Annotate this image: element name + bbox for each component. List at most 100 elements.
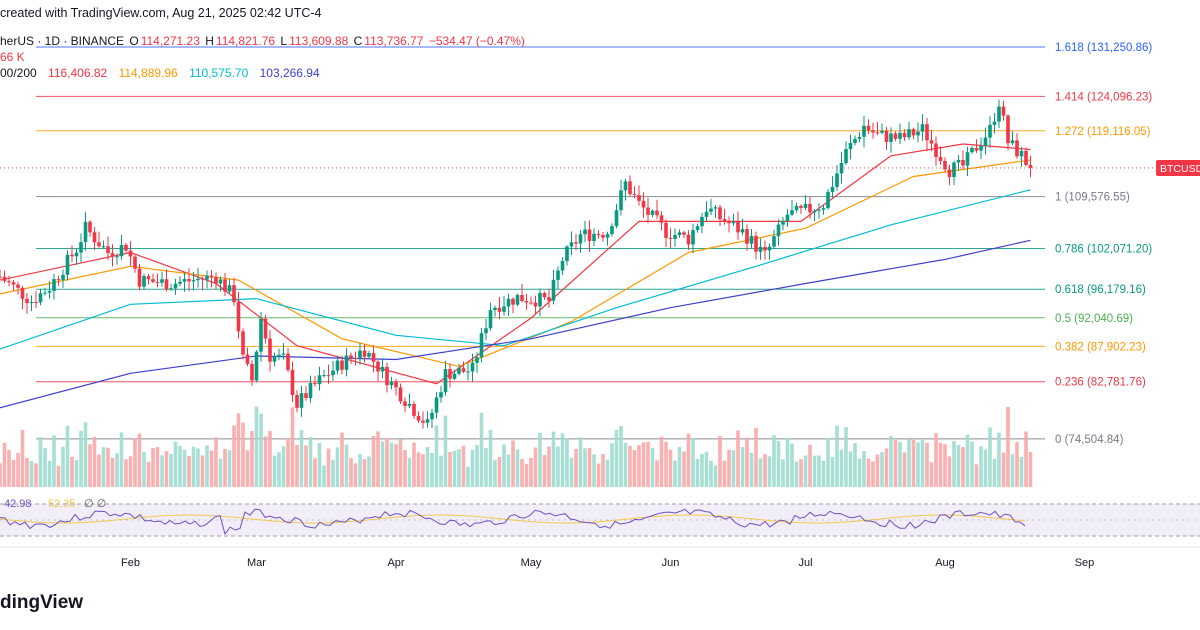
- rsi-pane: 42.98 52.35 ∅ ∅: [0, 498, 1200, 537]
- volume-bar: [322, 465, 326, 487]
- volume-bar: [443, 415, 448, 487]
- volume-bar: [682, 451, 686, 487]
- candle-body: [466, 371, 470, 373]
- candle-body: [398, 387, 403, 402]
- candle-body: [515, 294, 520, 305]
- candle-body: [110, 253, 115, 257]
- volume-bar: [745, 437, 749, 487]
- volume-bar: [866, 458, 871, 487]
- volume-bar: [601, 454, 605, 487]
- volume-bar: [70, 456, 74, 487]
- candle-body: [821, 208, 826, 210]
- volume-bar: [821, 460, 826, 487]
- candle-body: [970, 147, 974, 153]
- candle-body: [722, 219, 727, 222]
- volume-bar: [25, 457, 29, 487]
- candle-body: [308, 382, 313, 399]
- candle-body: [781, 220, 785, 225]
- candle-body: [367, 353, 371, 357]
- candle-body: [565, 246, 569, 262]
- candle-body: [952, 162, 956, 177]
- volume-bar: [263, 436, 268, 487]
- candle-body: [425, 419, 430, 423]
- volume-bar: [457, 449, 461, 487]
- volume-bar: [250, 431, 254, 487]
- candle-body: [875, 132, 880, 134]
- candle-body: [947, 169, 952, 177]
- candle-body: [700, 216, 704, 227]
- candle-body: [610, 226, 614, 235]
- high-label: H: [205, 34, 214, 48]
- volume-bar: [668, 449, 673, 487]
- volume-bar: [232, 425, 236, 487]
- volume-bar: [115, 453, 119, 487]
- volume-bar: [596, 463, 601, 487]
- candle-body: [637, 195, 641, 201]
- candle-body: [79, 242, 83, 253]
- volume-bar: [754, 427, 758, 487]
- volume-bar: [524, 463, 529, 487]
- x-tick-May: May: [521, 557, 542, 569]
- volume-bar: [772, 435, 776, 487]
- candle-body: [817, 209, 821, 211]
- candle-body: [695, 226, 700, 231]
- volume-bar: [299, 429, 304, 487]
- candle-body: [538, 292, 542, 307]
- volume-bar: [1019, 456, 1024, 487]
- candle-body: [83, 221, 88, 243]
- volume-bar: [1006, 406, 1010, 487]
- volume-bar: [16, 453, 20, 487]
- candle-body: [830, 186, 835, 192]
- candle-body: [641, 200, 646, 208]
- volume-bar: [272, 455, 277, 487]
- candle-body: [682, 232, 686, 235]
- volume-bar: [376, 431, 380, 487]
- fib-label-0.236: 0.236 (82,781.76): [1055, 377, 1146, 389]
- candle-body: [601, 235, 605, 238]
- candle-body: [569, 242, 574, 247]
- candle-body: [1024, 150, 1028, 165]
- volume-bar: [497, 457, 502, 487]
- fib-label-1.618: 1.618 (131,250.86): [1055, 42, 1152, 54]
- symbol-info: herUS · 1D · BINANCE: [0, 34, 125, 48]
- volume-bar: [934, 433, 938, 487]
- volume-legend: 66 K: [0, 50, 25, 64]
- candle-body: [898, 132, 902, 139]
- candle-body: [497, 307, 502, 312]
- volume-bar: [0, 463, 2, 487]
- volume-bar: [88, 444, 92, 487]
- volume-bar: [295, 444, 299, 487]
- volume-bar: [835, 425, 839, 487]
- volume-bar: [173, 441, 178, 487]
- volume-bar: [358, 454, 362, 487]
- volume-bar: [218, 458, 223, 487]
- candle-body: [263, 318, 268, 339]
- volume-bar: [619, 426, 623, 487]
- volume-bar: [695, 458, 700, 487]
- candle-body: [326, 375, 331, 377]
- candle-body: [853, 138, 857, 144]
- volume-bar: [610, 443, 614, 487]
- volume-bar: [56, 465, 61, 487]
- candle-body: [920, 124, 925, 132]
- candle-body: [587, 229, 592, 241]
- candle-body: [196, 278, 200, 281]
- fib-label-1.414: 1.414 (124,096.23): [1055, 91, 1152, 103]
- volume-bar: [412, 442, 416, 487]
- candle-body: [70, 254, 74, 257]
- volume-bar: [880, 452, 884, 487]
- volume-bar: [970, 441, 974, 487]
- candle-body: [718, 207, 722, 220]
- volume-bar: [529, 457, 533, 487]
- candle-body: [551, 279, 556, 301]
- time-axis: Feb Mar Apr May Jun Jul Aug Sep: [0, 546, 1200, 569]
- volume-bar: [889, 436, 893, 487]
- volume-bar: [362, 459, 367, 487]
- candle-body: [997, 106, 1001, 122]
- candle-body: [790, 210, 794, 215]
- candle-body: [101, 246, 106, 248]
- volume-bar: [655, 460, 659, 487]
- volume-bar: [776, 440, 781, 487]
- candle-body: [88, 221, 92, 233]
